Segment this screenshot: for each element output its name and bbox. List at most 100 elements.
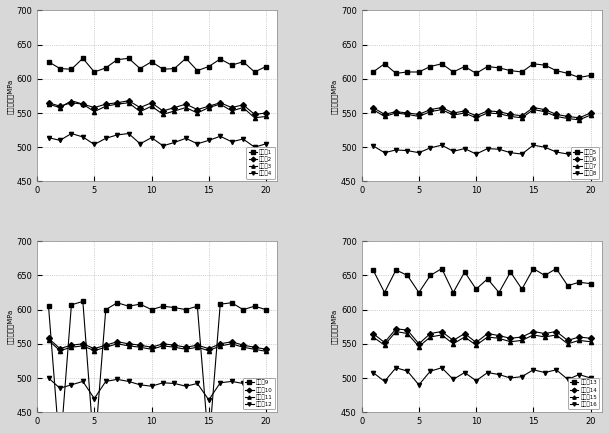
实验列13 (392, 267, 400, 272)
实验列7 (415, 114, 423, 119)
实验列9 (239, 307, 247, 312)
实验列7 (438, 107, 445, 112)
实验列9 (217, 301, 224, 307)
实验列13 (473, 287, 480, 292)
实验列3 (56, 105, 63, 110)
实验列15 (473, 343, 480, 348)
实验列4 (68, 131, 75, 136)
实验列7 (564, 116, 571, 121)
实验列14 (473, 340, 480, 345)
实验列15 (427, 334, 434, 339)
实验列13 (530, 266, 537, 271)
实验列10 (45, 336, 52, 341)
实验列3 (136, 109, 144, 114)
实验列16 (530, 367, 537, 372)
实验列9 (68, 302, 75, 307)
实验列2 (148, 100, 155, 105)
实验列8 (473, 152, 480, 157)
实验列2 (182, 101, 189, 107)
实验列5 (461, 64, 468, 69)
实验列2 (205, 103, 213, 109)
实验列13 (370, 267, 377, 272)
实验列7 (495, 111, 502, 116)
实验列1 (251, 69, 258, 74)
实验列10 (56, 346, 63, 351)
实验列3 (251, 115, 258, 120)
实验列14 (404, 327, 411, 333)
实验列14 (587, 336, 594, 341)
实验列10 (171, 343, 178, 348)
实验列15 (370, 334, 377, 339)
实验列10 (205, 346, 213, 351)
实验列5 (552, 68, 560, 73)
实验列10 (160, 341, 167, 346)
实验列12 (194, 381, 201, 386)
实验列6 (473, 113, 480, 118)
实验列7 (473, 115, 480, 120)
实验列11 (102, 345, 110, 350)
实验列2 (68, 100, 75, 105)
实验列7 (552, 114, 560, 119)
实验列14 (461, 331, 468, 336)
实验列13 (495, 290, 502, 295)
实验列14 (427, 331, 434, 336)
实验列7 (404, 112, 411, 117)
实验列4 (251, 145, 258, 150)
Line: 实验列9: 实验列9 (46, 299, 268, 433)
实验列4 (171, 140, 178, 145)
实验列5 (415, 69, 423, 74)
实验列5 (473, 71, 480, 76)
实验列7 (507, 114, 514, 119)
Y-axis label: 抗拉强度／MPa: 抗拉强度／MPa (331, 78, 338, 113)
实验列15 (518, 338, 526, 343)
实验列16 (427, 368, 434, 374)
实验列15 (552, 332, 560, 337)
实验列16 (438, 365, 445, 370)
实验列2 (262, 110, 270, 116)
实验列14 (564, 338, 571, 343)
实验列1 (205, 64, 213, 69)
实验列11 (239, 345, 247, 350)
实验列8 (552, 149, 560, 155)
实验列11 (148, 347, 155, 352)
实验列11 (45, 338, 52, 343)
实验列15 (495, 336, 502, 341)
实验列12 (113, 377, 121, 382)
实验列12 (136, 382, 144, 388)
实验列6 (507, 112, 514, 117)
实验列4 (79, 134, 86, 139)
实验列9 (113, 300, 121, 305)
实验列2 (239, 102, 247, 107)
实验列3 (113, 101, 121, 107)
实验列6 (392, 109, 400, 114)
实验列2 (125, 98, 132, 103)
实验列12 (125, 379, 132, 384)
实验列5 (495, 65, 502, 71)
实验列1 (171, 66, 178, 71)
实验列15 (587, 339, 594, 344)
Line: 实验列14: 实验列14 (371, 326, 593, 346)
实验列5 (427, 64, 434, 69)
实验列1 (113, 57, 121, 62)
实验列9 (262, 307, 270, 312)
实验列10 (68, 343, 75, 348)
实验列13 (507, 269, 514, 275)
Legend: 实验列5, 实验列6, 实验列7, 实验列8: 实验列5, 实验列6, 实验列7, 实验列8 (571, 147, 599, 179)
实验列3 (125, 100, 132, 105)
实验列11 (79, 343, 86, 349)
实验列6 (587, 110, 594, 116)
实验列1 (56, 66, 63, 71)
实验列4 (228, 139, 235, 144)
实验列12 (56, 386, 63, 391)
实验列9 (182, 307, 189, 312)
实验列8 (392, 147, 400, 152)
实验列3 (91, 109, 98, 114)
实验列8 (507, 150, 514, 155)
实验列10 (251, 345, 258, 350)
实验列15 (449, 341, 457, 346)
实验列11 (217, 343, 224, 349)
实验列16 (576, 372, 583, 377)
实验列13 (415, 290, 423, 295)
实验列7 (427, 109, 434, 114)
实验列7 (381, 114, 388, 119)
